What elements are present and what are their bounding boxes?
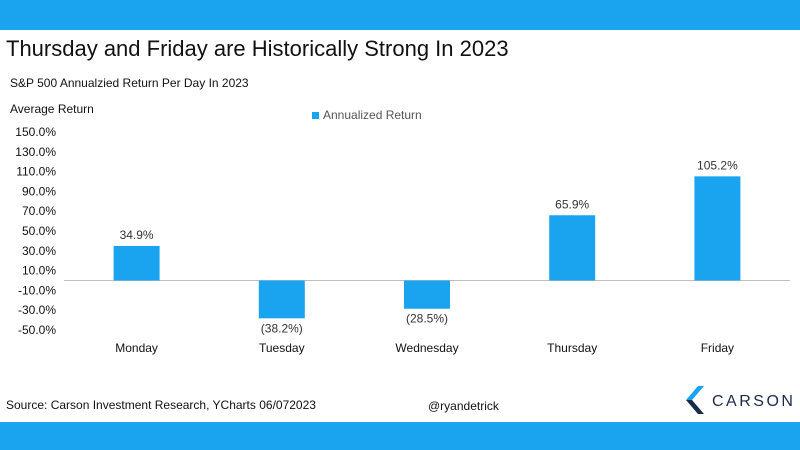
y-tick-label: 50.0% xyxy=(22,224,56,238)
bar-wednesday xyxy=(404,280,450,309)
author-handle: @ryandetrick xyxy=(428,399,499,413)
bar-tuesday xyxy=(258,280,305,319)
y-tick-label: 150.0% xyxy=(15,125,56,139)
x-tick-label: Thursday xyxy=(547,341,597,355)
bottom-accent-band xyxy=(0,422,800,450)
top-accent-band xyxy=(0,0,800,30)
x-tick-label: Friday xyxy=(701,341,734,355)
brand-logo-text: CARSON xyxy=(712,393,796,410)
y-tick-label: -50.0% xyxy=(18,323,56,337)
bar-friday xyxy=(694,176,741,281)
legend: Annualized Return xyxy=(312,108,422,122)
legend-label: Annualized Return xyxy=(323,108,422,122)
y-axis-label: Average Return xyxy=(10,102,94,116)
bar-thursday xyxy=(549,215,596,281)
y-tick-label: 130.0% xyxy=(15,145,56,159)
data-label-wednesday: (28.5%) xyxy=(406,312,448,326)
y-tick-label: 30.0% xyxy=(22,244,56,258)
data-label-monday: 34.9% xyxy=(120,228,154,242)
y-tick-label: 90.0% xyxy=(22,184,56,198)
y-tick-label: -10.0% xyxy=(18,283,56,297)
chart-subtitle: S&P 500 Annualzied Return Per Day In 202… xyxy=(10,76,249,90)
y-tick-label: 110.0% xyxy=(16,165,56,179)
bar-chart: -50.0% -30.0% -10.0% 10.0% 30.0% 50.0% 70.0% 90… xyxy=(15,125,790,355)
bar-monday xyxy=(113,245,160,281)
x-tick-label: Tuesday xyxy=(259,341,305,355)
carson-logo-icon xyxy=(686,386,704,414)
x-tick-label: Wednesday xyxy=(395,341,458,355)
data-label-tuesday: (38.2%) xyxy=(261,321,303,335)
data-label-friday: 105.2% xyxy=(697,158,738,172)
source-note: Source: Carson Investment Research, YCha… xyxy=(6,398,316,412)
y-tick-label: 10.0% xyxy=(22,264,56,278)
x-tick-label: Monday xyxy=(115,341,158,355)
y-tick-label: 70.0% xyxy=(22,204,56,218)
data-label-thursday: 65.9% xyxy=(555,197,589,211)
legend-swatch xyxy=(312,111,319,119)
chart-title: Thursday and Friday are Historically Str… xyxy=(6,36,509,61)
y-tick-label: -30.0% xyxy=(18,303,56,317)
